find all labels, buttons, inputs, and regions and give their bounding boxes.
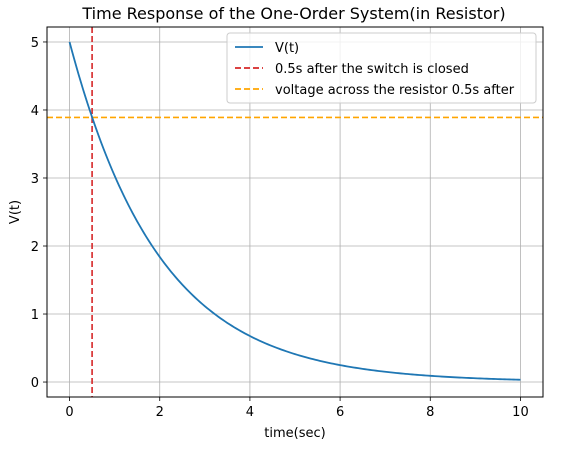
legend-label: V(t) — [275, 41, 299, 56]
legend-item-vt: V(t) — [235, 41, 299, 56]
legend-item-resistor-voltage: voltage across the resistor 0.5s after — [235, 83, 515, 98]
legend-label: 0.5s after the switch is closed — [275, 62, 469, 77]
y-tick-label: 0 — [31, 376, 39, 391]
y-axis-label: V(t) — [8, 200, 23, 224]
y-tick-label: 2 — [31, 240, 39, 255]
legend-label: voltage across the resistor 0.5s after — [275, 83, 515, 98]
x-tick-label: 6 — [336, 405, 344, 420]
plot-frame — [46, 26, 544, 398]
x-tick-label: 4 — [246, 405, 254, 420]
y-axis-ticks: 0 1 2 3 4 5 — [31, 36, 47, 391]
legend: V(t) 0.5s after the switch is closed volta… — [226, 32, 537, 104]
reference-lines — [47, 27, 543, 397]
x-tick-label: 8 — [426, 405, 434, 420]
x-tick-label: 0 — [65, 405, 73, 420]
x-axis-label: time(sec) — [264, 426, 325, 441]
x-axis-ticks: 0 2 4 6 8 10 — [65, 397, 529, 420]
y-tick-label: 3 — [31, 172, 39, 187]
y-tick-label: 1 — [31, 308, 39, 323]
x-tick-label: 10 — [512, 405, 529, 420]
chart-title: Time Response of the One-Order System(in… — [81, 4, 505, 23]
legend-item-switch-time: 0.5s after the switch is closed — [235, 62, 469, 77]
y-tick-label: 4 — [31, 104, 39, 119]
x-tick-label: 2 — [156, 405, 164, 420]
y-tick-label: 5 — [31, 36, 39, 51]
series-lines — [68, 41, 521, 381]
legend-box — [226, 32, 537, 104]
series-line-vt — [68, 41, 521, 381]
